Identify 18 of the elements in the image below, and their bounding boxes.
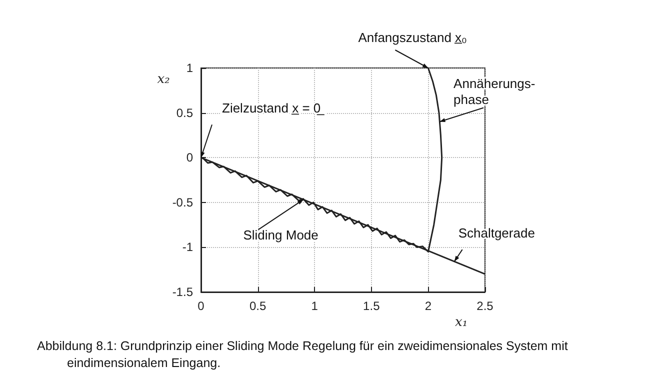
- text: Abbildung 8.1: Grundprinzip einer Sliding Mode Regelung für ein zweidimensionales System mit eindimensionalem Eingang.: [37, 338, 569, 372]
- x-tick-label: 0: [198, 299, 205, 313]
- x-tick-label: 2: [424, 299, 432, 313]
- x-axis-title: x₁: [455, 315, 468, 330]
- y-tick-label: -1.5: [172, 285, 194, 299]
- annotation: Zielzustand x̲ = 0̲: [222, 100, 325, 116]
- y-tick-label: 0: [186, 150, 194, 165]
- x-tick-label: 1: [311, 299, 318, 313]
- y-tick-label: -0.5: [172, 195, 194, 210]
- y-tick-label: 1: [186, 61, 194, 75]
- annotation: Sliding Mode: [243, 228, 318, 243]
- annotation: Anfangszustand x̲₀: [358, 30, 467, 45]
- x-tick-label: 0.5: [249, 299, 266, 313]
- x-tick-label: 2.5: [476, 299, 494, 313]
- y-tick-label: 0.5: [176, 106, 194, 120]
- y-axis-title: x₂: [157, 72, 170, 87]
- y-tick-label: -1: [182, 240, 194, 254]
- x-tick-label: 1.5: [363, 299, 380, 313]
